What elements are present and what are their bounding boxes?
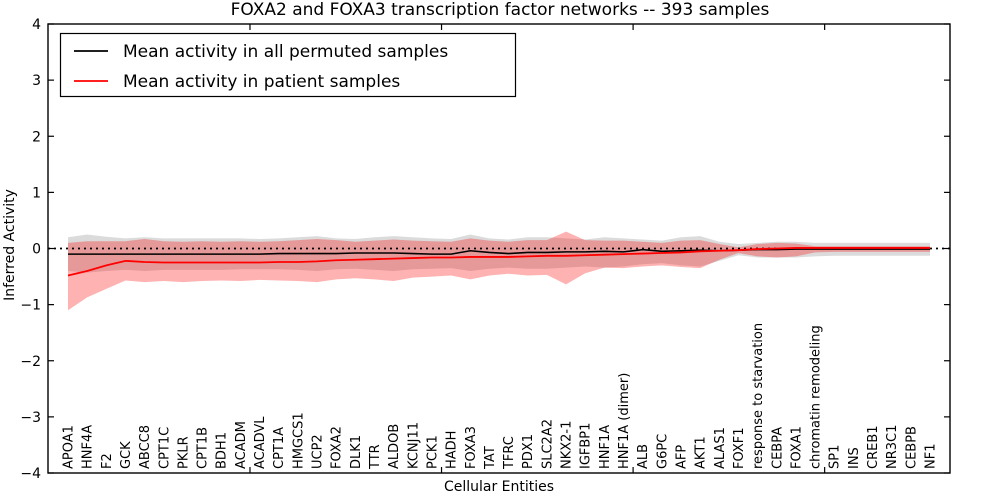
x-category-label: NF1 [924,444,939,469]
x-category-label: TAT [483,446,498,470]
y-tick-label: −1 [20,298,41,314]
legend: Mean activity in all permuted samples Me… [59,32,517,98]
x-category-label: AKT1 [694,436,709,469]
legend-box [59,32,517,98]
x-category-label: ACADM [234,421,249,469]
x-category-label: ALAS1 [713,427,728,469]
plot-data-layer [48,231,950,311]
y-tick-label: 1 [32,185,41,201]
x-category-label: HNF1A (dimer) [617,373,632,469]
x-axis-label: Cellular Entities [444,479,554,495]
x-category-label: UCP2 [311,434,326,469]
y-axis-label: Inferred Activity [2,189,18,301]
x-category-label: ACADVL [253,416,268,469]
x-category-label: F2 [100,453,115,469]
y-tick-label: 3 [32,73,41,89]
y-tick-label: 4 [32,17,41,33]
x-category-label: FOXA2 [330,426,345,469]
series-line-patient [67,247,930,277]
y-tick-label: −3 [20,410,41,426]
x-category-label: CEBPA [770,427,785,469]
x-category-label: CEBPB [904,426,919,469]
chart-title: FOXA2 and FOXA3 transcription factor net… [231,0,770,20]
x-category-label: KCNJ11 [406,422,421,469]
y-tick-label: −4 [20,466,41,482]
x-category-label: INS [847,447,862,469]
x-category-label: HADH [445,431,460,469]
x-category-label: CPT1C [157,427,172,469]
x-category-label: FOXA3 [464,426,479,469]
y-tick-label: 2 [32,129,41,145]
x-category-label: IGFBP1 [579,423,594,469]
x-category-label: CREB1 [866,425,881,469]
x-category-label: PCK1 [425,435,440,469]
x-category-label: SLC2A2 [540,419,555,469]
x-category-label: CPT1B [196,427,211,469]
x-category-label: PKLR [176,436,191,469]
x-category-label: HNF1A [598,425,613,469]
x-category-label: CPT1A [272,427,287,469]
x-category-label: G6PC [655,434,670,469]
x-category-label: chromatin remodeling [809,325,824,469]
x-category-label: TFRC [502,436,517,470]
axis-ticks-layer: 4 3 2 1 0 −1 −2 −3 −4 APOA1 HNF4A F2 GCK ABCC8 CPT1C PK… [20,17,950,482]
x-category-label: AFP [674,445,689,469]
x-category-label: HNF4A [81,425,96,469]
x-category-label: ALDOB [387,424,402,469]
x-category-label: NR3C1 [885,425,900,469]
legend-label-patient: Mean activity in patient samples [123,72,400,92]
x-category-label: SP1 [828,445,843,469]
x-category-label: response to starvation [751,323,766,469]
x-category-label: DLK1 [349,435,364,469]
x-category-label: PDX1 [521,434,536,469]
x-category-label: FOXA1 [789,426,804,469]
y-tick-label: 0 [32,242,41,258]
x-category-label: ABCC8 [138,425,153,469]
x-category-label: TTR [368,444,383,470]
legend-label-permuted: Mean activity in all permuted samples [123,42,448,62]
x-category-label: GCK [119,441,134,469]
x-category-label: ALB [636,444,651,469]
series-line-permuted [68,248,930,255]
x-category-label: APOA1 [62,425,77,469]
x-category-label: NKX2-1 [560,421,575,469]
x-category-label: FOXF1 [732,427,747,469]
x-category-label: BDH1 [215,432,230,469]
x-category-label: HMGCS1 [291,412,306,469]
y-tick-label: −2 [20,354,41,370]
